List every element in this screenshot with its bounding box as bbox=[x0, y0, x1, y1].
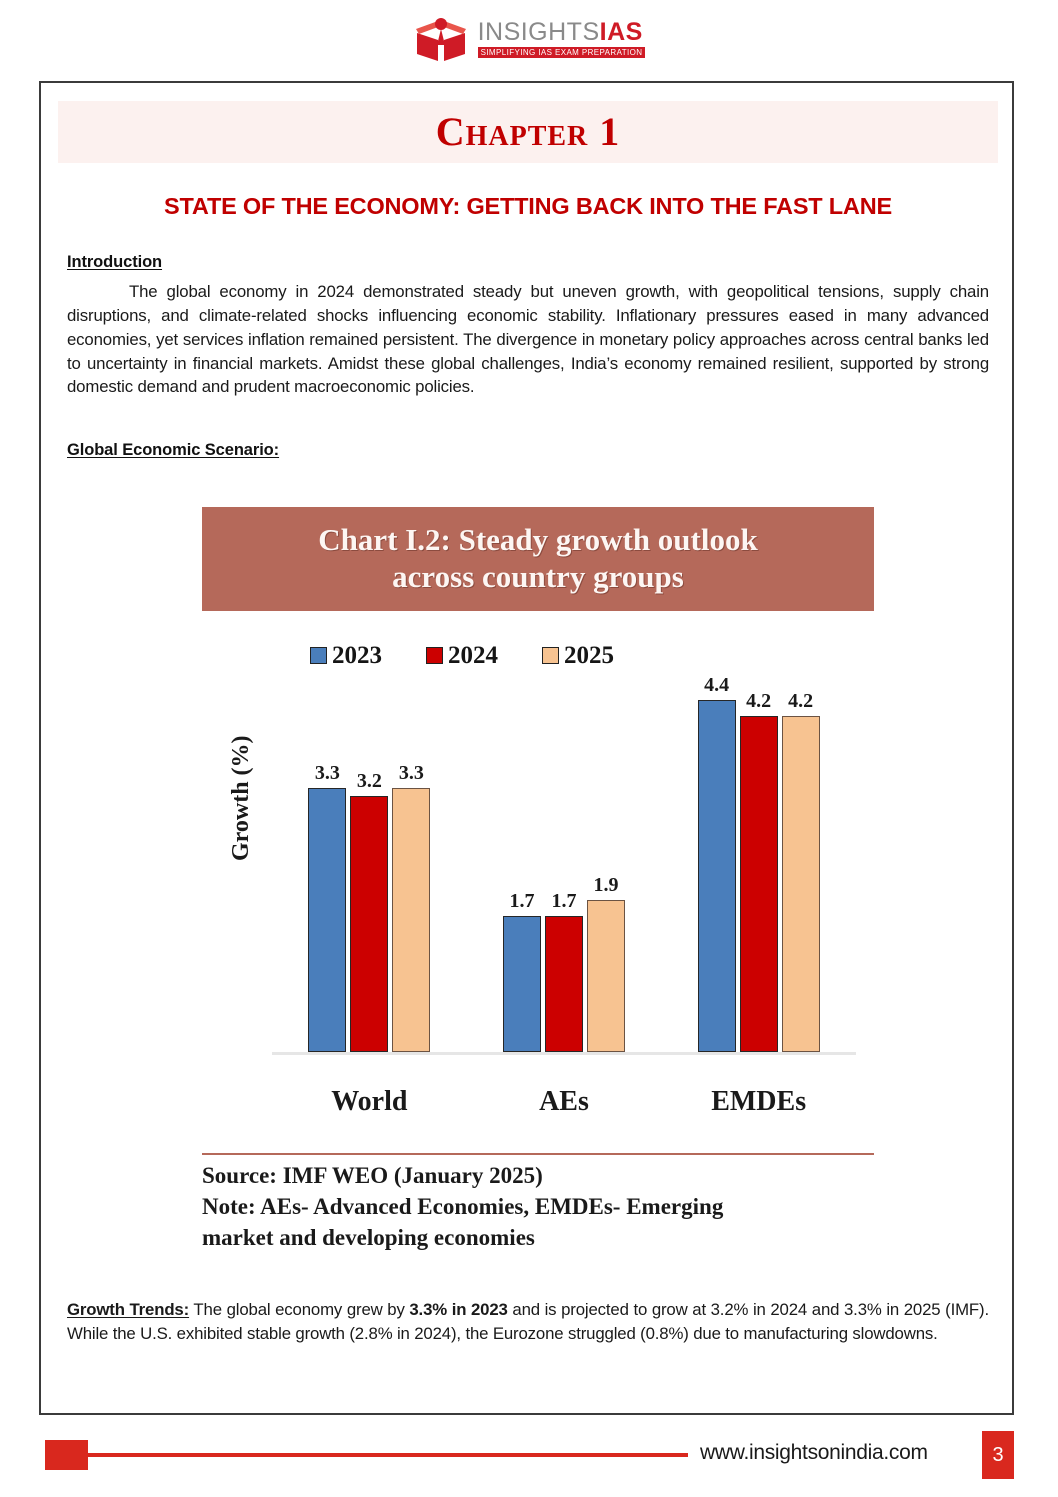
bar-col-emdes-2023: 4.4 bbox=[697, 652, 736, 1053]
footer-divider bbox=[84, 1453, 688, 1457]
bar-col-emdes-2024: 4.2 bbox=[739, 652, 778, 1053]
legend-label-2024: 2024 bbox=[448, 642, 498, 670]
bar-emdes-2024 bbox=[739, 716, 778, 1053]
bar-group-world: 3.3 3.2 3.3 World bbox=[285, 652, 453, 1117]
bar-value-world-2023: 3.3 bbox=[314, 762, 340, 785]
chart-plot-area: 2023 2024 2025 Growth (%) 3.3 bbox=[202, 611, 874, 1152]
legend-label-2025: 2025 bbox=[564, 642, 614, 670]
bar-emdes-2025 bbox=[781, 716, 820, 1053]
bar-value-emdes-2025: 4.2 bbox=[788, 690, 814, 713]
logo-name-secondary: IAS bbox=[599, 18, 643, 46]
chart-bar-groups: 3.3 3.2 3.3 World 1.7 bbox=[272, 652, 856, 1117]
chart-figure: Chart I.2: Steady growth outlook across … bbox=[202, 507, 874, 1253]
global-scenario-heading: Global Economic Scenario: bbox=[67, 441, 280, 460]
bar-aes-2024 bbox=[544, 916, 583, 1053]
legend-item-2024: 2024 bbox=[426, 643, 498, 668]
bar-aes-2023 bbox=[502, 916, 541, 1053]
chart-title-banner: Chart I.2: Steady growth outlook across … bbox=[202, 507, 874, 612]
chart-note-line-1: Note: AEs- Advanced Economies, EMDEs- Em… bbox=[202, 1193, 724, 1219]
bar-value-world-2024: 3.2 bbox=[356, 770, 382, 793]
page-frame: Chapter 1 STATE OF THE ECONOMY: GETTING … bbox=[39, 81, 1014, 1415]
bar-value-aes-2024: 1.7 bbox=[551, 890, 577, 913]
bar-col-aes-2023: 1.7 bbox=[502, 652, 541, 1053]
chapter-banner: Chapter 1 bbox=[58, 101, 998, 163]
chart-source: Source: IMF WEO (January 2025) bbox=[202, 1163, 543, 1189]
chart-legend: 2023 2024 2025 bbox=[310, 643, 614, 668]
logo-name-primary: INSIGHTS bbox=[477, 18, 600, 46]
bar-value-emdes-2023: 4.4 bbox=[704, 674, 730, 697]
bar-aes-2025 bbox=[586, 900, 625, 1053]
intro-section: Introduction The global economy in 2024 … bbox=[67, 253, 989, 468]
bar-emdes-2023 bbox=[697, 700, 736, 1053]
chart-y-axis-label: Growth (%) bbox=[228, 735, 254, 862]
chapter-subtitle: STATE OF THE ECONOMY: GETTING BACK INTO … bbox=[164, 193, 892, 219]
logo: INSIGHTSIAS SIMPLIFYING IAS EXAM PREPARA… bbox=[413, 15, 646, 63]
growth-trends-text-1: The global economy grew by bbox=[189, 1300, 410, 1319]
bar-col-aes-2024: 1.7 bbox=[544, 652, 583, 1053]
bar-col-world-2024: 3.2 bbox=[350, 652, 389, 1053]
legend-item-2023: 2023 bbox=[310, 643, 382, 668]
growth-trends-highlight: 3.3% in 2023 bbox=[409, 1300, 508, 1319]
chart-note-line-2: market and developing economies bbox=[202, 1224, 535, 1250]
bar-value-aes-2023: 1.7 bbox=[509, 890, 535, 913]
legend-swatch-2024 bbox=[426, 647, 443, 665]
intro-paragraph: The global economy in 2024 demonstrated … bbox=[67, 282, 989, 397]
bar-value-world-2025: 3.3 bbox=[398, 762, 424, 785]
chart-source-note: Source: IMF WEO (January 2025) Note: AEs… bbox=[202, 1153, 874, 1253]
bar-value-emdes-2024: 4.2 bbox=[746, 690, 772, 713]
bar-col-world-2023: 3.3 bbox=[308, 652, 347, 1053]
chart-title-line-2: across country groups bbox=[392, 559, 684, 595]
bar-col-aes-2025: 1.9 bbox=[586, 652, 625, 1053]
bar-group-emdes: 4.4 4.2 4.2 EMDEs bbox=[675, 652, 843, 1117]
intro-heading: Introduction bbox=[67, 253, 163, 271]
brand-header: INSIGHTSIAS SIMPLIFYING IAS EXAM PREPARA… bbox=[0, 8, 1058, 70]
bar-col-emdes-2025: 4.2 bbox=[781, 652, 820, 1053]
legend-item-2025: 2025 bbox=[542, 643, 614, 668]
legend-swatch-2023 bbox=[310, 647, 327, 665]
open-book-with-person-icon bbox=[413, 15, 469, 63]
growth-trends-section: Growth Trends: The global economy grew b… bbox=[67, 1298, 989, 1346]
bar-world-2024 bbox=[350, 796, 389, 1053]
bar-group-aes: 1.7 1.7 1.9 AEs bbox=[480, 652, 648, 1117]
growth-trends-text-2: and is projected to grow at 3.2% in 2024… bbox=[67, 1300, 989, 1343]
bar-value-aes-2025: 1.9 bbox=[593, 874, 619, 897]
page-footer: www.insightsonindia.com 3 bbox=[0, 1431, 1058, 1486]
footer-accent-square bbox=[45, 1440, 88, 1470]
legend-label-2023: 2023 bbox=[332, 642, 382, 670]
chart-title-line-1: Chart I.2: Steady growth outlook bbox=[318, 522, 758, 557]
legend-swatch-2025 bbox=[542, 647, 559, 665]
category-label-aes: AEs bbox=[539, 1086, 589, 1118]
category-label-emdes: EMDEs bbox=[711, 1086, 807, 1118]
bar-col-world-2025: 3.3 bbox=[392, 652, 431, 1053]
bar-world-2023 bbox=[308, 788, 347, 1053]
chart-baseline bbox=[272, 1052, 856, 1056]
growth-trends-label: Growth Trends: bbox=[67, 1300, 190, 1319]
page-title: Chapter 1 bbox=[435, 109, 621, 154]
bar-world-2025 bbox=[392, 788, 431, 1053]
logo-text: INSIGHTSIAS SIMPLIFYING IAS EXAM PREPARA… bbox=[477, 18, 646, 58]
category-label-world: World bbox=[331, 1086, 408, 1118]
logo-tagline: SIMPLIFYING IAS EXAM PREPARATION bbox=[477, 47, 646, 58]
footer-website-link[interactable]: www.insightsonindia.com bbox=[700, 1441, 928, 1464]
page-number-badge: 3 bbox=[982, 1431, 1014, 1479]
growth-trends-paragraph: Growth Trends: The global economy grew b… bbox=[67, 1298, 989, 1346]
